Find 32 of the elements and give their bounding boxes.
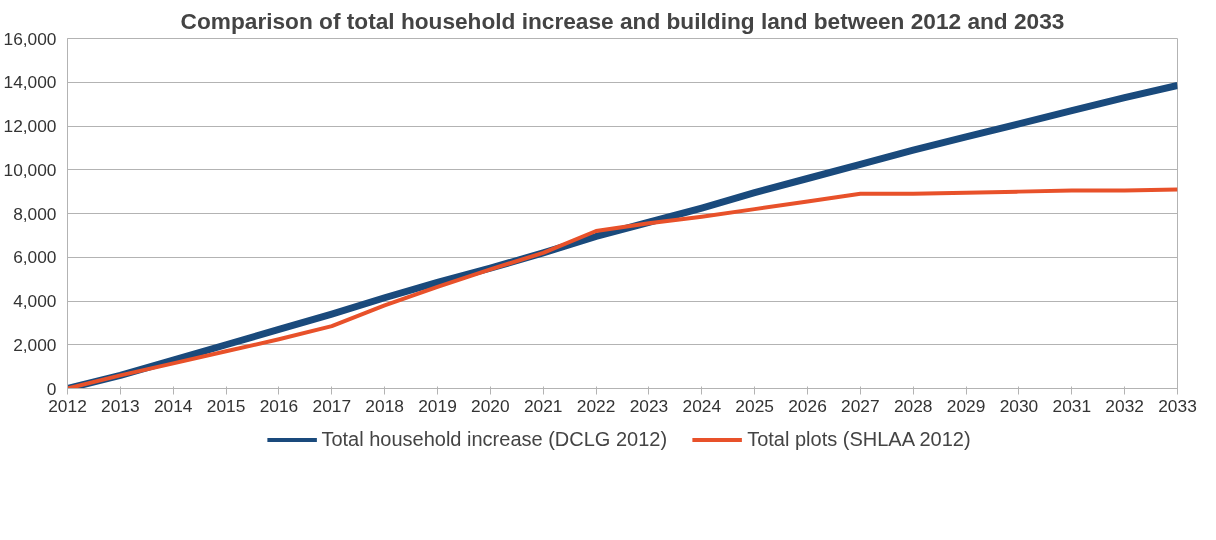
y-tick-label: 14,000 [3, 72, 57, 93]
y-tick-label: 8,000 [13, 203, 57, 224]
x-tick-label: 2020 [471, 395, 510, 416]
x-tick-label: 2023 [629, 395, 669, 416]
y-tick-label: 6,000 [13, 247, 57, 268]
y-tick-label: 10,000 [3, 159, 57, 180]
x-tick-label: 2013 [101, 395, 140, 416]
x-tick-label: 2022 [576, 395, 616, 416]
x-tick-label: 2033 [1158, 395, 1197, 416]
x-tick-label: 2032 [1105, 395, 1144, 416]
x-tick-label: 2028 [893, 395, 933, 416]
y-tick-label: 12,000 [3, 116, 57, 136]
x-tick-label: 2017 [312, 395, 352, 416]
x-tick-label: 2018 [365, 395, 404, 416]
x-tick-label: 2026 [788, 395, 827, 416]
chart-title: Comparison of total household increase and building land between 2012 and 2033 [180, 7, 1065, 34]
x-tick-label: 2015 [206, 395, 246, 416]
x-tick-label: 2016 [259, 395, 299, 416]
legend-label: Total plots (SHLAA 2012) [747, 427, 971, 451]
y-tick-label: 2,000 [13, 334, 57, 355]
x-tick-label: 2014 [153, 395, 193, 416]
x-tick-label: 2031 [1052, 395, 1092, 416]
x-tick-label: 2030 [999, 395, 1039, 416]
x-tick-label: 2029 [946, 395, 986, 416]
x-tick-label: 2025 [735, 395, 774, 416]
y-tick-label: 4,000 [13, 291, 57, 311]
x-tick-label: 2021 [523, 395, 563, 416]
x-tick-label: 2019 [418, 395, 457, 416]
legend-label: Total household increase (DCLG 2012) [321, 427, 668, 451]
y-tick-label: 16,000 [3, 28, 57, 49]
x-tick-label: 2024 [682, 395, 722, 416]
x-tick-label: 2027 [841, 395, 880, 416]
